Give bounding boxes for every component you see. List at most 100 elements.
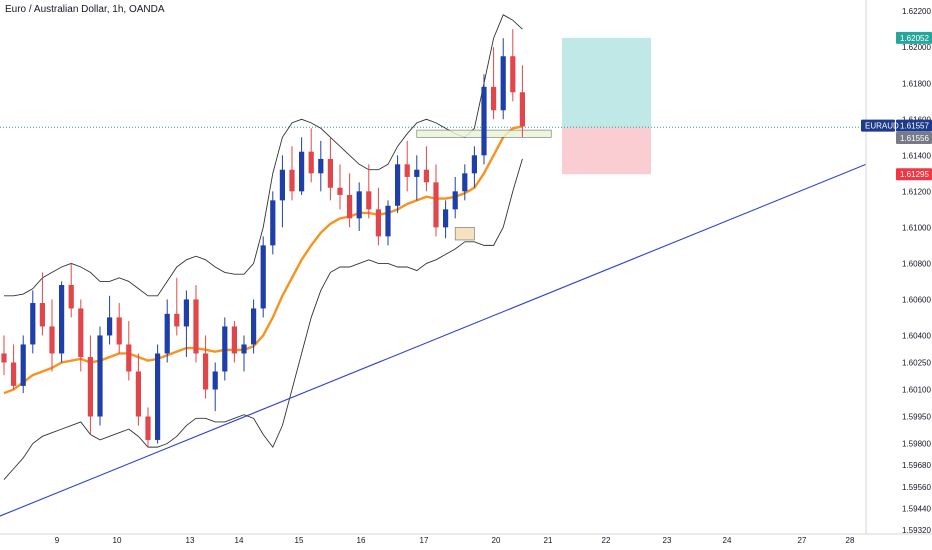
- candle-body: [241, 344, 247, 354]
- x-tick-label: 15: [295, 536, 304, 545]
- candle-body: [356, 191, 362, 219]
- take-profit-tag-bg: [896, 31, 932, 44]
- candle: [500, 38, 506, 120]
- candle-body: [107, 317, 113, 336]
- candle-body: [11, 362, 17, 386]
- candle: [145, 407, 151, 448]
- candle: [366, 164, 372, 219]
- candle-body: [155, 353, 161, 440]
- candle: [97, 326, 103, 426]
- candle-body: [222, 326, 228, 372]
- profit-zone: [562, 37, 651, 128]
- candle-body: [251, 308, 257, 345]
- candle-body: [443, 209, 449, 228]
- candle-body: [366, 191, 372, 210]
- candle: [241, 335, 247, 372]
- y-tick-label: 1.60600: [902, 295, 931, 304]
- x-tick-label: 27: [798, 536, 807, 545]
- last-price-tag-bg: [896, 119, 932, 132]
- candle: [462, 164, 468, 201]
- candle: [337, 164, 343, 210]
- candle-body: [270, 200, 276, 246]
- x-tick-label: 23: [663, 536, 672, 545]
- candle: [116, 303, 122, 354]
- candle-body: [519, 92, 525, 127]
- candle-body: [414, 169, 420, 177]
- x-tick-label: 17: [420, 536, 429, 545]
- price-axis-panel: [866, 0, 932, 550]
- x-tick-label: 24: [723, 536, 732, 545]
- x-tick-label: 13: [186, 536, 195, 545]
- position-zones: [0, 37, 866, 175]
- candle: [414, 155, 420, 201]
- candle: [183, 290, 189, 358]
- candle: [126, 321, 132, 381]
- candle: [231, 321, 237, 363]
- y-tick-label: 1.59320: [902, 526, 931, 535]
- candle-body: [462, 173, 468, 192]
- candle: [347, 173, 353, 228]
- candle-body: [145, 416, 151, 440]
- candle-body: [193, 299, 199, 354]
- y-tick-label: 1.60100: [902, 385, 931, 394]
- candle: [174, 277, 180, 336]
- x-tick-label: 9: [55, 536, 60, 545]
- candle-body: [1, 353, 7, 363]
- chart-title: Euro / Australian Dollar, 1h, OANDA: [5, 4, 165, 15]
- candle-body: [97, 335, 103, 417]
- candle-body: [59, 285, 65, 354]
- y-tick-label: 1.61800: [902, 79, 931, 88]
- candle-body: [404, 164, 410, 177]
- candle: [491, 47, 497, 120]
- candle-body: [510, 56, 516, 93]
- candle: [155, 344, 161, 444]
- candle: [222, 317, 228, 381]
- candle: [299, 137, 305, 195]
- candle: [164, 299, 170, 363]
- last-price-tag-label: 1.61557: [900, 122, 929, 131]
- candle-body: [347, 194, 353, 219]
- entry-tag-bg: [896, 132, 932, 145]
- stop-tag: 1.61295: [896, 168, 932, 181]
- entry-tag: 1.61556: [896, 132, 932, 145]
- candle-body: [212, 371, 218, 390]
- candle-body: [481, 86, 487, 156]
- candle-body: [433, 182, 439, 228]
- candles: [1, 29, 525, 448]
- candle-body: [423, 169, 429, 183]
- candle: [471, 146, 477, 188]
- candle-body: [87, 357, 93, 417]
- candle: [39, 272, 45, 336]
- x-tick-label: 10: [113, 536, 122, 545]
- y-tick-label: 1.62200: [902, 7, 931, 16]
- candle: [20, 335, 26, 394]
- candle: [481, 74, 487, 165]
- candle: [395, 155, 401, 213]
- candle: [289, 146, 295, 201]
- candle: [260, 236, 266, 318]
- y-tick-label: 1.61200: [902, 187, 931, 196]
- y-tick-label: 1.59440: [902, 504, 931, 513]
- trendline[interactable]: [0, 0, 932, 530]
- stop-tag-bg: [896, 168, 932, 181]
- candle: [404, 140, 410, 192]
- candle-body: [116, 317, 122, 345]
- candle: [327, 137, 333, 201]
- candle-body: [78, 308, 84, 358]
- candle: [356, 182, 362, 231]
- y-tick-label: 1.60250: [902, 358, 931, 367]
- candle: [433, 164, 439, 237]
- y-tick-label: 1.62000: [902, 43, 931, 52]
- candle-body: [39, 303, 45, 327]
- candle-body: [327, 158, 333, 188]
- candle-body: [174, 313, 180, 327]
- x-tick-label: 20: [492, 536, 501, 545]
- candle: [59, 281, 65, 363]
- x-tick-label: 14: [235, 536, 244, 545]
- candle-body: [395, 164, 401, 206]
- candle-body: [49, 326, 55, 354]
- candle-body: [30, 303, 36, 345]
- candle: [279, 155, 285, 228]
- y-tick-label: 1.59680: [902, 461, 931, 470]
